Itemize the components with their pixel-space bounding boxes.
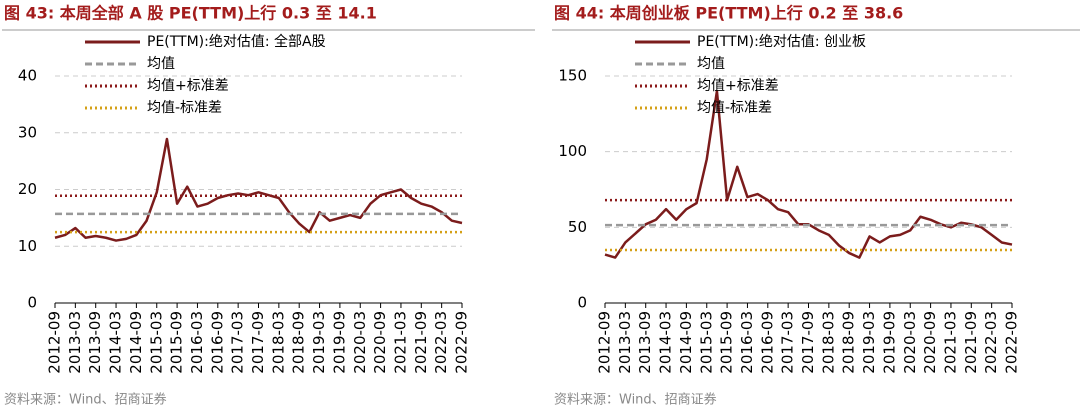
x-tick-label: 2021-03 — [941, 311, 959, 374]
x-tick-label: 2017-03 — [229, 311, 247, 374]
legend-label: PE(TTM):绝对估值: 全部A股 — [147, 33, 326, 50]
x-tick-label: 2015-03 — [697, 311, 715, 374]
series-line — [604, 89, 1013, 259]
legend-label: 均值 — [147, 56, 175, 72]
y-tick-label: 50 — [568, 218, 587, 236]
x-tick-label: 2022-09 — [453, 311, 471, 374]
x-tick-label: 2015-09 — [718, 311, 736, 374]
x-tick-label: 2021-03 — [391, 311, 409, 374]
legend-label: 均值 — [697, 56, 725, 72]
x-tick-label: 2017-03 — [779, 311, 797, 374]
x-tick-label: 2013-03 — [66, 311, 84, 374]
x-tick-label: 2014-03 — [657, 311, 675, 374]
y-tick-label: 0 — [27, 294, 37, 312]
y-tick-label: 0 — [577, 294, 587, 312]
x-tick-label: 2018-03 — [269, 311, 287, 374]
series-line — [54, 137, 463, 242]
x-tick-label: 2016-03 — [188, 311, 206, 374]
x-tick-label: 2020-03 — [351, 311, 369, 374]
x-tick-label: 2013-09 — [636, 311, 654, 374]
legend-label: 均值+标准差 — [697, 78, 779, 94]
x-tick-label: 2016-09 — [758, 311, 776, 374]
y-tick-label: 10 — [18, 237, 37, 255]
y-tick-label: 100 — [558, 142, 587, 160]
y-tick-label: 30 — [18, 123, 37, 141]
legend-label: 均值-标准差 — [697, 100, 772, 116]
x-tick-label: 2014-03 — [107, 311, 125, 374]
x-tick-label: 2020-03 — [901, 311, 919, 374]
legend-label: 均值+标准差 — [147, 78, 229, 94]
x-tick-label: 2019-09 — [330, 311, 348, 374]
x-tick-label: 2016-03 — [738, 311, 756, 374]
x-tick-label: 2016-09 — [208, 311, 226, 374]
x-tick-label: 2018-03 — [819, 311, 837, 374]
y-tick-label: 40 — [18, 67, 37, 85]
x-tick-label: 2015-09 — [168, 311, 186, 374]
x-tick-label: 2017-09 — [249, 311, 267, 374]
y-tick-label: 20 — [18, 180, 37, 198]
x-tick-label: 2014-09 — [677, 311, 695, 374]
x-tick-label: 2019-09 — [880, 311, 898, 374]
x-tick-label: 2017-09 — [799, 311, 817, 374]
x-tick-label: 2013-09 — [86, 311, 104, 374]
x-tick-label: 2014-09 — [127, 311, 145, 374]
legend-label: PE(TTM):绝对估值: 创业板 — [697, 34, 866, 50]
x-tick-label: 2019-03 — [860, 311, 878, 374]
x-tick-label: 2022-03 — [982, 311, 1000, 374]
x-tick-label: 2013-03 — [616, 311, 634, 374]
x-tick-label: 2020-09 — [371, 311, 389, 374]
x-tick-label: 2022-09 — [1003, 311, 1021, 374]
x-tick-label: 2020-09 — [921, 311, 939, 374]
x-tick-label: 2021-09 — [962, 311, 980, 374]
x-tick-label: 2015-03 — [147, 311, 165, 374]
x-tick-label: 2012-09 — [596, 311, 614, 374]
x-tick-label: 2012-09 — [46, 311, 64, 374]
x-tick-label: 2021-09 — [412, 311, 430, 374]
x-tick-label: 2019-03 — [310, 311, 328, 374]
x-tick-label: 2018-09 — [290, 311, 308, 374]
y-tick-label: 150 — [558, 67, 587, 85]
source: 资料来源：Wind、招商证券 — [4, 392, 167, 408]
chart-title: 图 44: 本周创业板 PE(TTM)上行 0.2 至 38.6 — [554, 4, 903, 23]
source: 资料来源：Wind、招商证券 — [554, 392, 717, 408]
legend-label: 均值-标准差 — [147, 100, 222, 116]
x-tick-label: 2018-09 — [840, 311, 858, 374]
x-tick-label: 2022-03 — [432, 311, 450, 374]
chart-title: 图 43: 本周全部 A 股 PE(TTM)上行 0.3 至 14.1 — [4, 4, 377, 23]
